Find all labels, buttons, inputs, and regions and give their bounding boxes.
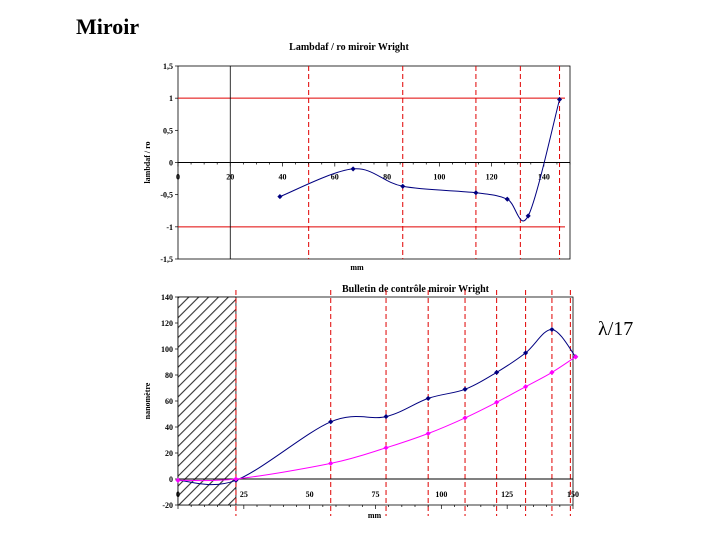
chart-title: Bulletin de contrôle miroir Wright bbox=[342, 284, 490, 295]
series-line bbox=[177, 328, 577, 486]
y-tick-label: 80 bbox=[165, 371, 173, 380]
y-tick-label: -0,5 bbox=[160, 191, 173, 200]
data-point bbox=[549, 369, 555, 375]
y-tick-label: 60 bbox=[165, 397, 173, 406]
data-point bbox=[233, 476, 239, 482]
data-point bbox=[462, 386, 468, 392]
data-point bbox=[494, 399, 500, 405]
chart-title: Lambdaf / ro miroir Wright bbox=[289, 42, 409, 53]
x-tick-label: 20 bbox=[226, 173, 234, 182]
hatched-region bbox=[177, 296, 237, 506]
x-tick-label: 40 bbox=[279, 173, 287, 182]
data-point bbox=[494, 369, 500, 375]
x-tick-label: 25 bbox=[240, 490, 248, 499]
data-point bbox=[549, 326, 555, 333]
x-tick-label: 50 bbox=[306, 490, 314, 499]
series-line bbox=[177, 356, 576, 482]
y-tick-label: 140 bbox=[161, 293, 173, 302]
data-point bbox=[425, 430, 431, 437]
data-point bbox=[462, 415, 468, 421]
y-axis-label: nanomètre bbox=[143, 382, 152, 419]
x-tick-label: 120 bbox=[486, 173, 498, 182]
y-axis-label: lambdaf / ro bbox=[143, 141, 152, 183]
chart-bulletin: Bulletin de contrôle miroir Wright 0 25 50 7… bbox=[143, 284, 579, 520]
y-tick-label: -20 bbox=[162, 501, 173, 510]
x-tick-label: 75 bbox=[372, 490, 380, 499]
x-axis-label: mm bbox=[368, 511, 382, 520]
y-tick-label: 120 bbox=[161, 319, 173, 328]
x-tick-label: 0 bbox=[176, 173, 180, 182]
data-point bbox=[425, 395, 431, 401]
data-point bbox=[328, 460, 334, 466]
chart-lambdaf: Lambdaf / ro miroir Wright 0 20 40 60 80 100 12… bbox=[143, 42, 571, 272]
x-tick-label: 100 bbox=[435, 490, 447, 499]
data-point bbox=[175, 477, 181, 483]
data-point bbox=[328, 419, 334, 425]
y-tick-label: 0,5 bbox=[163, 126, 173, 135]
data-point bbox=[523, 350, 529, 356]
x-tick-label: 0 bbox=[176, 490, 180, 499]
data-point bbox=[504, 196, 510, 202]
x-tick-label: 140 bbox=[538, 173, 550, 182]
y-tick-label: -1,5 bbox=[160, 255, 173, 264]
y-tick-label: 1 bbox=[169, 94, 173, 103]
y-tick-label: 100 bbox=[161, 345, 173, 354]
y-tick-label: 1,5 bbox=[163, 62, 173, 71]
x-tick-label: 100 bbox=[433, 173, 445, 182]
y-tick-label: 40 bbox=[165, 423, 173, 432]
slide-title: Miroir bbox=[76, 14, 140, 39]
y-tick-label: -1 bbox=[166, 223, 173, 232]
x-axis-label: mm bbox=[350, 263, 364, 272]
x-tick-label: 125 bbox=[501, 490, 513, 499]
y-tick-label: 0 bbox=[169, 475, 173, 484]
x-tick-label: 150 bbox=[567, 490, 579, 499]
lambda-note: λ/17 bbox=[598, 318, 634, 340]
x-tick-label: 80 bbox=[383, 173, 391, 182]
data-point bbox=[383, 414, 389, 420]
data-point bbox=[350, 166, 356, 172]
x-tick-label: 60 bbox=[331, 173, 339, 182]
data-point bbox=[383, 445, 389, 451]
y-tick-label: 20 bbox=[165, 449, 173, 458]
y-tick-label: 0 bbox=[169, 159, 173, 168]
plot-frame bbox=[177, 296, 574, 506]
